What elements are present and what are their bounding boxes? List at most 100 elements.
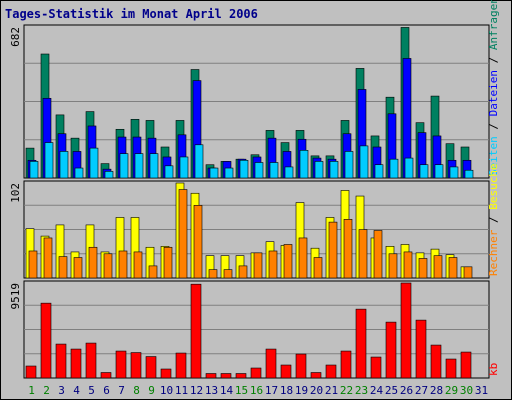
seiten-bar xyxy=(194,144,204,179)
seiten-bar xyxy=(29,161,39,179)
x-tick-label: 22 xyxy=(340,384,353,397)
seiten-bar xyxy=(239,159,249,179)
x-tick-label: 24 xyxy=(370,384,384,397)
kb-bar xyxy=(355,308,367,379)
kb-bar xyxy=(175,352,187,379)
rechner-bar xyxy=(88,246,98,279)
y-max-label: 9519 xyxy=(9,283,22,310)
x-tick-label: 16 xyxy=(250,384,263,397)
x-tick-label: 18 xyxy=(280,384,293,397)
seiten-bar xyxy=(89,147,99,179)
seiten-bar xyxy=(164,165,174,179)
seiten-bar xyxy=(209,167,219,179)
x-tick-label: 3 xyxy=(58,384,65,397)
legend-separator: / xyxy=(487,210,500,230)
kb-bar xyxy=(25,365,37,379)
legend-separator: / xyxy=(487,50,500,70)
rechner-bar xyxy=(103,253,113,279)
x-tick-label: 4 xyxy=(73,384,80,397)
seiten-bar xyxy=(104,171,114,179)
x-tick-label: 21 xyxy=(325,384,338,397)
x-tick-label: 12 xyxy=(190,384,203,397)
kb-bar xyxy=(385,321,397,379)
kb-bar xyxy=(340,350,352,379)
rechner-bar xyxy=(58,256,68,279)
seiten-bar xyxy=(464,169,474,179)
legend-besuche: Besuche xyxy=(487,163,500,209)
x-tick-label: 17 xyxy=(265,384,278,397)
kb-bar xyxy=(55,343,67,379)
rechner-bar xyxy=(118,250,128,279)
seiten-bar xyxy=(179,156,189,179)
seiten-bar xyxy=(119,153,129,179)
y-max-label: 682 xyxy=(9,27,22,47)
rechner-bar xyxy=(463,266,473,279)
seiten-bar xyxy=(224,167,234,179)
rechner-bar xyxy=(283,244,293,279)
kb-bar xyxy=(325,364,337,379)
x-tick-label: 23 xyxy=(355,384,368,397)
rechner-bar xyxy=(193,205,203,279)
seiten-bar xyxy=(314,161,324,179)
rechner-bar xyxy=(343,219,353,279)
seiten-bar xyxy=(374,164,384,179)
rechner-bar xyxy=(73,257,83,279)
rechner-bar xyxy=(238,265,248,279)
rechner-bar xyxy=(418,258,428,279)
x-tick-label: 29 xyxy=(445,384,458,397)
x-tick-label: 13 xyxy=(205,384,218,397)
x-tick-label: 7 xyxy=(118,384,125,397)
x-tick-label: 28 xyxy=(430,384,443,397)
kb-bar xyxy=(250,367,262,379)
kb-bar xyxy=(145,356,157,379)
kb-bar xyxy=(400,282,412,379)
x-tick-label: 10 xyxy=(160,384,173,397)
kb-bar xyxy=(295,353,307,379)
x-tick-label: 31 xyxy=(475,384,488,397)
side-legend-panel-1: Seiten / Dateien / Anfragen xyxy=(487,0,500,176)
kb-bar xyxy=(190,283,202,379)
x-tick-label: 25 xyxy=(385,384,398,397)
seiten-bar xyxy=(254,162,264,179)
x-tick-label: 6 xyxy=(103,384,110,397)
x-tick-label: 27 xyxy=(415,384,428,397)
kb-bar xyxy=(460,351,472,379)
rechner-bar xyxy=(388,253,398,279)
x-tick-label: 20 xyxy=(310,384,323,397)
rechner-bar xyxy=(448,257,458,279)
y-max-label: 102 xyxy=(9,183,22,203)
side-legend-panel-2: Rechner / Besuche xyxy=(487,163,500,276)
kb-bar xyxy=(445,358,457,379)
kb-bar xyxy=(265,348,277,379)
rechner-bar xyxy=(28,250,38,279)
kb-bar xyxy=(370,356,382,379)
rechner-bar xyxy=(133,251,143,279)
rechner-bar xyxy=(148,265,158,279)
x-tick-label: 26 xyxy=(400,384,413,397)
seiten-bar xyxy=(149,153,159,179)
kb-bar xyxy=(310,372,322,379)
kb-bar xyxy=(85,342,97,379)
kb-bar xyxy=(235,373,247,379)
seiten-bar xyxy=(59,151,69,179)
kb-bar xyxy=(100,372,112,379)
kb-bar xyxy=(220,373,232,379)
x-tick-label: 9 xyxy=(148,384,155,397)
kb-bar xyxy=(205,373,217,379)
rechner-bar xyxy=(358,229,368,279)
seiten-bar xyxy=(434,164,444,179)
kb-bar xyxy=(40,302,52,379)
rechner-bar xyxy=(163,246,173,279)
kb-bar xyxy=(70,348,82,379)
kb-bar xyxy=(280,364,292,379)
rechner-bar xyxy=(253,252,263,279)
legend-kb: kb xyxy=(487,363,500,376)
seiten-bar xyxy=(44,142,54,179)
seiten-bar xyxy=(449,166,459,179)
kb-bar xyxy=(115,350,127,379)
x-tick-label: 2 xyxy=(43,384,50,397)
legend-anfragen: Anfragen xyxy=(487,0,500,50)
seiten-bar xyxy=(389,158,399,179)
chart-title: Tages-Statistik im Monat April 2006 xyxy=(5,7,258,21)
rechner-bar xyxy=(373,230,383,279)
